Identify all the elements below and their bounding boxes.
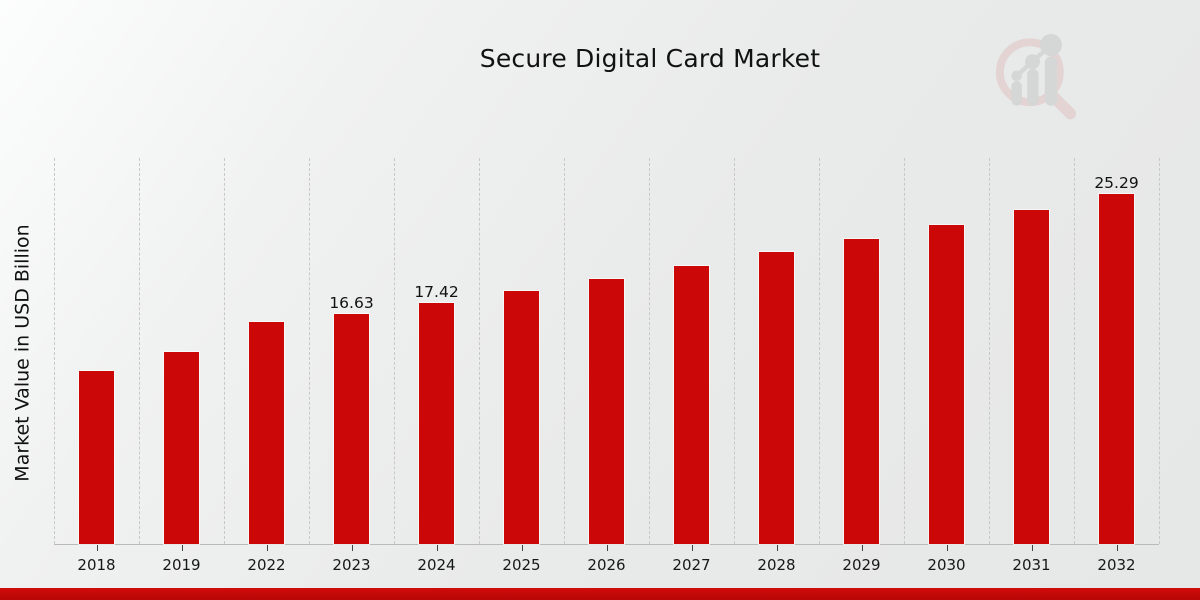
chart-title: Secure Digital Card Market xyxy=(479,44,821,73)
logo-bar-medium-icon xyxy=(1027,68,1039,106)
bar-2026 xyxy=(589,279,624,544)
gridline xyxy=(479,158,480,544)
x-tick xyxy=(691,545,693,551)
x-tick xyxy=(181,545,183,551)
x-tick xyxy=(1116,545,1118,551)
logo-bar-small-icon xyxy=(1011,81,1022,106)
x-tick xyxy=(96,545,98,551)
x-label-2030: 2030 xyxy=(927,556,966,574)
logo-trend-dot-1-icon xyxy=(1011,70,1022,82)
gridline xyxy=(1159,158,1160,544)
bar-value-label-2032: 25.29 xyxy=(1094,174,1139,193)
bar-2031 xyxy=(1014,209,1049,544)
gridline xyxy=(139,158,140,544)
gridline xyxy=(989,158,990,544)
bar-2025 xyxy=(504,291,539,544)
x-tick xyxy=(776,545,778,551)
x-tick xyxy=(266,545,268,551)
gridline xyxy=(819,158,820,544)
x-tick xyxy=(606,545,608,551)
y-axis-label-text: Market Value in USD Billion xyxy=(12,223,35,482)
gridline xyxy=(309,158,310,544)
x-label-2018: 2018 xyxy=(77,556,116,574)
gridline xyxy=(224,158,225,544)
x-label-2032: 2032 xyxy=(1097,556,1136,574)
y-axis-label: Market Value in USD Billion xyxy=(6,160,40,545)
x-label-2028: 2028 xyxy=(757,556,796,574)
x-label-2029: 2029 xyxy=(842,556,881,574)
gridline xyxy=(1074,158,1075,544)
x-label-2031: 2031 xyxy=(1012,556,1051,574)
bar-2023 xyxy=(334,314,369,544)
gridline xyxy=(649,158,650,544)
bar-2028 xyxy=(759,252,794,544)
x-tick xyxy=(946,545,948,551)
gridline xyxy=(904,158,905,544)
x-label-2026: 2026 xyxy=(587,556,626,574)
bar-2018 xyxy=(79,371,114,544)
bar-2019 xyxy=(164,351,199,544)
logo-trend-dot-2-icon xyxy=(1025,54,1040,70)
plot-area: 2018 2019 2022 2023 16.63 2024 17.42 2025 2026 20… xyxy=(54,158,1160,574)
bar-2030 xyxy=(929,224,964,544)
x-tick xyxy=(521,545,523,551)
x-tick xyxy=(436,545,438,551)
x-label-2022: 2022 xyxy=(247,556,286,574)
gridline xyxy=(394,158,395,544)
x-label-2023: 2023 xyxy=(332,556,371,574)
magnifier-bar-trend-logo xyxy=(995,33,1077,120)
bar-2022 xyxy=(249,322,284,544)
x-label-2019: 2019 xyxy=(162,556,201,574)
bottom-red-banner xyxy=(0,588,1200,600)
x-label-2024: 2024 xyxy=(417,556,456,574)
gridline xyxy=(564,158,565,544)
logo-trend-dot-3-icon xyxy=(1039,33,1062,56)
bar-2024 xyxy=(419,303,454,544)
bar-value-label-2023: 16.63 xyxy=(329,294,374,313)
x-tick xyxy=(1031,545,1033,551)
bar-2032 xyxy=(1099,194,1134,544)
gridline xyxy=(734,158,735,544)
x-label-2025: 2025 xyxy=(502,556,541,574)
logo-bar-large-icon xyxy=(1044,56,1058,106)
x-tick xyxy=(351,545,353,551)
x-tick xyxy=(861,545,863,551)
bar-2029 xyxy=(844,239,879,544)
x-label-2027: 2027 xyxy=(672,556,711,574)
bar-value-label-2024: 17.42 xyxy=(414,283,459,302)
gridline xyxy=(54,158,55,544)
bar-2027 xyxy=(674,266,709,544)
